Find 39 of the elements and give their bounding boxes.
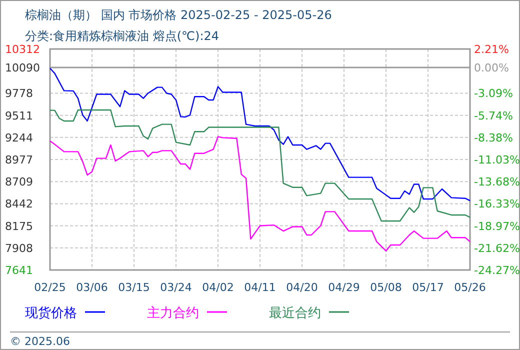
x-tick-label: 04/29 [328,281,360,294]
text: © 2025.06 [10,335,70,348]
legend-label: 最近合约 [269,306,321,321]
y2-tick-label: -24.27% [474,264,520,277]
y2-tick-label: -8.38% [474,131,513,144]
y-tick-label: 9244 [5,131,33,144]
x-tick-label: 02/25 [34,281,66,294]
y-tick-label: 9778 [5,87,33,100]
y2-tick-label: -5.74% [474,109,513,122]
y-tick-label: 7908 [5,242,33,255]
chart-subtitle: 分类:食用精炼棕榈液油 熔点(℃):24 [25,29,220,43]
y2-tick-label: -16.33% [474,198,520,211]
x-tick-label: 04/02 [202,281,234,294]
y-tick-label: 10312 [5,43,40,56]
chart-title: 棕榈油（期） 国内 市场价格 2025-02-25 - 2025-05-26 [25,8,332,22]
legend-label: 主力合约 [147,305,199,321]
y-tick-label: 9511 [5,109,33,122]
x-tick-label: 03/06 [76,281,108,294]
x-tick-label: 05/08 [370,281,402,294]
y-tick-label: 8709 [5,176,33,189]
y2-tick-label: -11.03% [474,154,520,166]
y2-tick-label: -3.09% [474,87,513,100]
y-tick-label: 7641 [5,264,33,277]
x-tick-label: 03/15 [118,281,150,294]
y-tick-label: 8175 [5,220,33,233]
y2-tick-label: -13.68% [474,176,520,189]
x-tick-label: 04/11 [244,281,276,294]
y2-tick-label: 2.21% [474,43,509,56]
x-tick-label: 05/26 [454,281,486,294]
y-tick-label: 8977 [5,153,33,166]
y-tick-label: 10090 [5,61,40,74]
legend-label: 现货价格 [25,306,77,321]
y-tick-label: 8442 [5,198,33,211]
x-tick-label: 03/24 [160,281,192,294]
y2-tick-label: -18.97% [474,220,520,233]
y2-tick-label: 0.00% [474,61,509,74]
x-tick-label: 04/20 [286,281,318,294]
y2-tick-label: -21.62% [474,242,520,255]
x-tick-label: 05/17 [412,281,444,294]
